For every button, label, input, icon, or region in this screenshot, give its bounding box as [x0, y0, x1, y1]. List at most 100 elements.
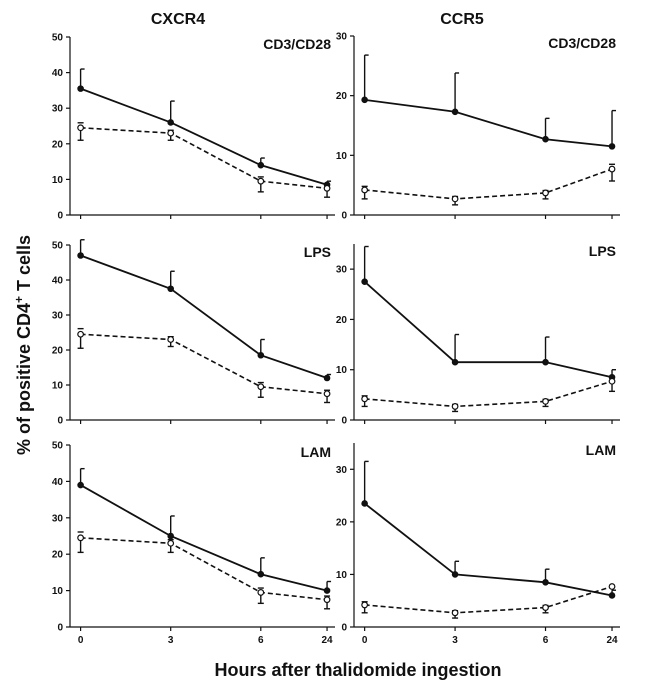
y-tick-label: 10	[336, 570, 348, 581]
y-tick-label: 0	[341, 416, 347, 427]
x-tick-label: 0	[362, 635, 368, 646]
data-point-open	[608, 583, 616, 590]
y-axis-title-suffix: T cells	[14, 235, 34, 296]
data-point-filled	[361, 96, 368, 104]
y-tick-label: 30	[336, 265, 348, 276]
y-axis-title-superscript: +	[12, 296, 26, 303]
data-point-open	[542, 397, 549, 405]
y-tick-label: 0	[341, 211, 347, 222]
data-point-filled	[323, 374, 331, 382]
panel-ccr5-lam: 0 10 20 30 0 3 6 24 LAM	[336, 442, 620, 646]
series-line-stimulated	[364, 502, 613, 597]
series-line-stimulated	[80, 254, 328, 379]
x-tick-label: 6	[258, 635, 264, 646]
y-tick-label: 20	[336, 517, 348, 528]
series-line-stimulated	[80, 484, 328, 592]
data-point-filled	[361, 500, 368, 507]
y-tick-label: 50	[52, 33, 64, 44]
x-tick-label: 3	[168, 635, 174, 646]
y-tick-label: 10	[336, 365, 348, 376]
x-tick-label: 24	[606, 635, 618, 646]
x-tick-label: 3	[452, 635, 458, 646]
data-point-filled	[167, 532, 174, 540]
data-point-open	[361, 186, 369, 194]
y-tick-label: 10	[52, 381, 64, 392]
y-tick-label: 40	[52, 276, 64, 287]
data-point-filled	[257, 161, 265, 169]
data-point-open	[167, 539, 175, 547]
data-point-filled	[451, 108, 459, 116]
column-title-cxcr4: CXCR4	[151, 11, 205, 28]
x-tick-label: 24	[321, 635, 333, 646]
data-point-open	[323, 184, 331, 192]
panel-label: LPS	[304, 244, 331, 260]
panel-cxcr4-lam: 0 10 20 30 40 50 0 3 6 24 LAM	[52, 441, 335, 646]
data-point-filled	[608, 143, 616, 150]
data-point-filled	[77, 481, 84, 489]
y-axis-title-prefix: % of positive CD4	[14, 303, 34, 455]
data-point-filled	[257, 570, 265, 578]
data-point-open	[323, 390, 331, 398]
y-tick-label: 50	[52, 241, 64, 252]
data-point-filled	[257, 351, 265, 359]
data-point-open	[608, 165, 616, 173]
data-point-open	[167, 336, 175, 343]
data-point-open	[77, 330, 84, 338]
data-point-open	[257, 383, 265, 391]
y-tick-label: 20	[336, 91, 348, 102]
x-tick-label: 0	[78, 635, 84, 646]
y-tick-label: 10	[52, 586, 64, 597]
data-point-open	[257, 589, 265, 596]
data-point-open	[451, 403, 459, 410]
data-point-open	[361, 395, 369, 403]
series-line-baseline	[80, 333, 328, 395]
data-point-filled	[608, 592, 616, 599]
panel-label: LPS	[589, 243, 616, 259]
data-point-open	[323, 596, 331, 604]
y-tick-label: 0	[57, 623, 63, 634]
data-point-filled	[77, 252, 84, 259]
y-tick-label: 20	[52, 346, 64, 357]
data-point-open	[542, 604, 549, 611]
x-tick-label: 6	[543, 635, 549, 646]
y-tick-label: 50	[52, 441, 64, 452]
series-line-stimulated	[80, 87, 328, 186]
data-point-open	[257, 177, 265, 185]
panel-label: LAM	[301, 444, 331, 460]
data-point-open	[167, 129, 175, 137]
data-point-filled	[323, 587, 331, 594]
y-tick-label: 0	[57, 211, 63, 222]
y-tick-label: 20	[336, 315, 348, 326]
data-point-filled	[361, 278, 368, 286]
data-point-filled	[451, 358, 459, 366]
data-point-filled	[167, 119, 174, 126]
series-line-stimulated	[364, 281, 613, 379]
series-line-stimulated	[364, 98, 613, 148]
data-point-filled	[542, 579, 549, 586]
series-line-baseline	[364, 585, 613, 614]
series-line-baseline	[364, 380, 613, 408]
series-line-baseline	[80, 537, 328, 601]
y-tick-label: 30	[52, 104, 64, 115]
y-axis-title: % of positive CD4+ T cells	[12, 235, 34, 455]
data-point-open	[608, 377, 616, 385]
y-tick-label: 20	[52, 550, 64, 561]
panel-ccr5-cd3-cd28: 0 10 20 30 CD3/CD28	[336, 32, 620, 222]
data-point-filled	[542, 135, 549, 143]
data-point-filled	[77, 85, 84, 92]
panel-ccr5-lps: 0 10 20 30 LPS	[336, 243, 620, 427]
data-point-open	[542, 189, 549, 197]
data-point-filled	[542, 358, 549, 366]
y-tick-label: 40	[52, 68, 64, 79]
y-tick-label: 10	[52, 175, 64, 186]
panel-label: CD3/CD28	[548, 35, 616, 51]
data-point-open	[77, 534, 84, 542]
y-tick-label: 30	[52, 513, 64, 524]
y-tick-label: 40	[52, 477, 64, 488]
y-tick-label: 30	[52, 311, 64, 322]
series-line-baseline	[80, 126, 328, 190]
data-point-open	[361, 601, 369, 609]
data-point-filled	[167, 285, 174, 293]
